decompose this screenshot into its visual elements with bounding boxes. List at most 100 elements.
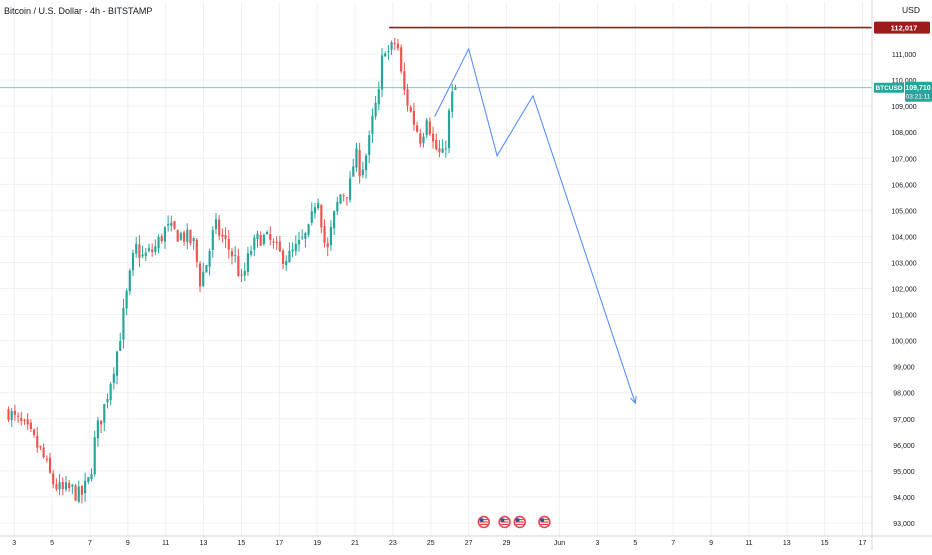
- candle: [371, 108, 374, 144]
- candle-body: [326, 243, 329, 248]
- candle: [438, 140, 441, 158]
- candle-body: [218, 219, 221, 236]
- candle: [157, 234, 160, 254]
- candle-body: [131, 252, 135, 271]
- candle: [377, 81, 380, 111]
- last-price-label: 109,710: [905, 85, 930, 92]
- x-tick-label: 3: [12, 540, 16, 547]
- candle: [275, 236, 278, 251]
- resistance-price-badge: [874, 21, 930, 34]
- candle-body: [160, 236, 163, 242]
- candle: [393, 37, 396, 51]
- candle-body: [390, 42, 393, 50]
- candle-body: [393, 42, 396, 44]
- candle: [313, 202, 317, 219]
- candle-body: [278, 241, 281, 252]
- candle: [144, 248, 147, 262]
- candle-body: [428, 121, 431, 135]
- candle-body: [431, 133, 435, 142]
- economic-event-icon[interactable]: [477, 515, 491, 529]
- candle-body: [234, 255, 237, 257]
- symbol-tag-label: BTCUSD: [875, 85, 902, 92]
- candle: [326, 237, 329, 257]
- candle: [26, 413, 29, 430]
- candle: [208, 248, 211, 276]
- candle-body: [237, 256, 240, 276]
- candle: [243, 262, 246, 281]
- candle-body: [80, 486, 84, 495]
- candle: [42, 443, 45, 459]
- candle: [211, 226, 214, 258]
- economic-event-icon[interactable]: [513, 515, 526, 529]
- candle-body: [58, 482, 61, 490]
- candle-body: [138, 244, 141, 258]
- candle: [329, 220, 333, 251]
- candle: [112, 367, 115, 390]
- candle-body: [106, 399, 109, 403]
- candle: [269, 226, 272, 246]
- y-tick-label: 105,000: [891, 208, 916, 215]
- x-tick-label: 11: [745, 540, 752, 547]
- candle-body: [352, 166, 355, 177]
- x-tick-label: 13: [200, 540, 208, 547]
- candle: [364, 153, 368, 179]
- events: [477, 515, 551, 529]
- flag-stripe: [479, 519, 488, 521]
- candle-body: [135, 243, 138, 254]
- candle-body: [259, 235, 262, 246]
- candles: [7, 37, 457, 504]
- candle-body: [336, 201, 339, 212]
- candle-body: [329, 226, 333, 246]
- candle-body: [371, 115, 374, 134]
- candle: [186, 223, 189, 250]
- candle: [218, 215, 221, 241]
- candle-body: [317, 203, 320, 208]
- candle: [179, 231, 182, 242]
- candle: [390, 40, 393, 55]
- candle-body: [119, 341, 122, 351]
- candle-body: [281, 250, 285, 264]
- candle-body: [227, 239, 230, 250]
- candle-body: [29, 422, 32, 429]
- candle: [192, 236, 195, 250]
- candle-body: [438, 148, 441, 152]
- candle-body: [246, 253, 250, 272]
- candle-body: [198, 263, 202, 287]
- candle-body: [416, 125, 419, 132]
- candle: [237, 248, 240, 277]
- candle-body: [87, 477, 90, 482]
- candle-body: [186, 229, 189, 243]
- candle-body: [364, 155, 368, 171]
- candle-body: [211, 230, 214, 250]
- candle: [320, 204, 323, 234]
- candle-body: [262, 234, 265, 245]
- candle-body: [141, 254, 144, 257]
- candle-body: [400, 47, 403, 72]
- candle-body: [109, 383, 112, 401]
- economic-event-icon[interactable]: [498, 515, 511, 529]
- candle: [425, 117, 428, 139]
- economic-event-icon[interactable]: [538, 515, 551, 529]
- candle: [176, 229, 179, 242]
- flag-stripe: [479, 523, 488, 525]
- candle-body: [103, 404, 106, 423]
- candle-body: [301, 237, 304, 239]
- candle: [55, 478, 58, 492]
- candle: [74, 483, 77, 502]
- candle: [422, 132, 425, 148]
- candle-body: [358, 149, 361, 177]
- y-tick-label: 94,000: [893, 495, 915, 502]
- candle: [93, 430, 96, 477]
- candle-body: [214, 219, 218, 229]
- candle: [13, 404, 16, 421]
- candle: [387, 45, 390, 61]
- candle: [339, 193, 342, 205]
- candle: [135, 236, 138, 258]
- candle: [234, 246, 237, 263]
- candle: [256, 230, 259, 248]
- candle-body: [250, 251, 253, 255]
- candle: [170, 215, 173, 232]
